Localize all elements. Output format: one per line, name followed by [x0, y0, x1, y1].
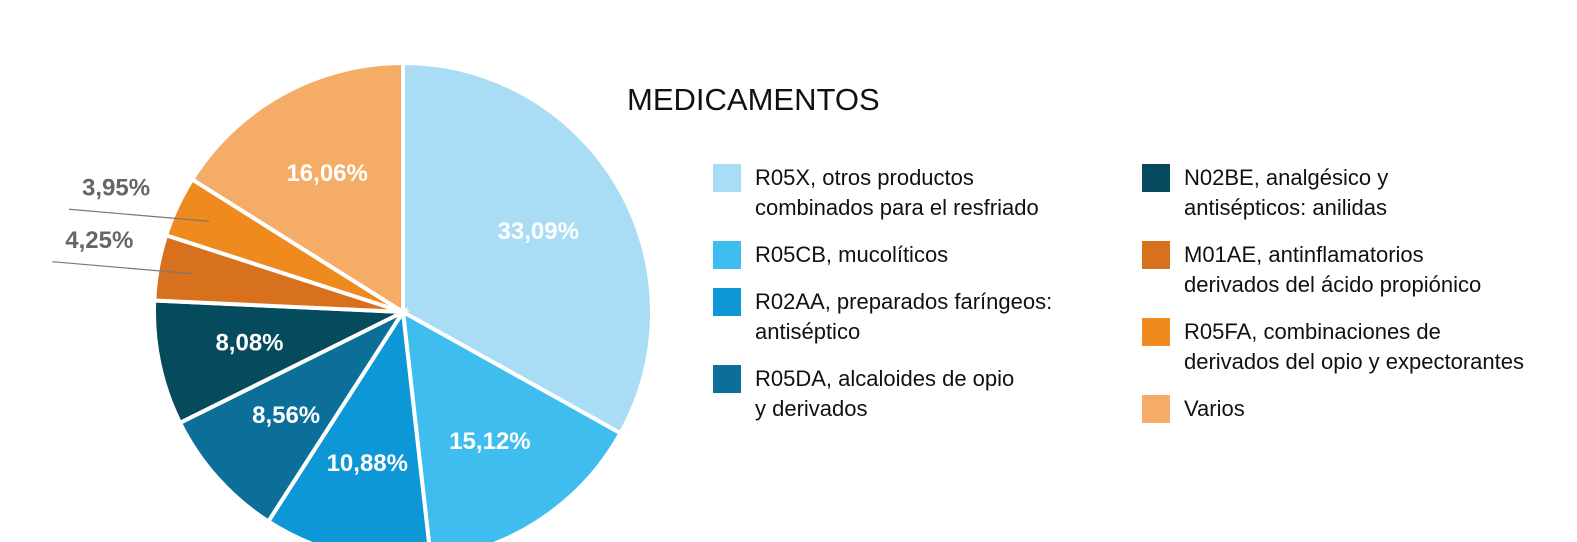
legend-item: R05X, otros productos combinados para el…	[713, 163, 1052, 223]
legend-swatch	[713, 164, 741, 192]
pie-slice	[152, 298, 411, 426]
legend-label: R05DA, alcaloides de opio y derivados	[755, 366, 1015, 421]
legend-item: N02BE, analgésico y antisépticos: anilid…	[1142, 163, 1524, 223]
leader-line	[52, 261, 193, 275]
legend-label: R02AA, preparados faríngeos: antiséptico	[755, 289, 1053, 344]
pie-slice	[177, 306, 409, 525]
data-label: 16,06%	[286, 160, 367, 187]
legend-label: N02BE, analgésico y antisépticos: anilid…	[1184, 165, 1389, 220]
data-label: 3,95%	[82, 175, 150, 202]
legend-item: Varios	[1142, 394, 1524, 424]
data-label: 33,09%	[498, 218, 579, 245]
legend-swatch	[1142, 395, 1170, 423]
data-label: 4,25%	[65, 227, 133, 254]
chart-title: MEDICAMENTOS	[627, 82, 880, 117]
legend-item: M01AE, antinflamatorios derivados del ác…	[1142, 240, 1524, 300]
legend-swatch	[1142, 164, 1170, 192]
legend-item: R05CB, mucolíticos	[713, 240, 1052, 270]
legend-item: R02AA, preparados faríngeos: antiséptico	[713, 287, 1052, 347]
legend-label: M01AE, antinflamatorios derivados del ác…	[1184, 242, 1482, 297]
legend-swatch	[713, 288, 741, 316]
legend-label: Varios	[1184, 396, 1245, 421]
pie-slice	[400, 308, 624, 542]
legend-column: R05X, otros productos combinados para el…	[713, 163, 1052, 424]
legend-column: N02BE, analgésico y antisépticos: anilid…	[1142, 163, 1524, 424]
pie-slice	[401, 60, 654, 436]
data-label: 10,88%	[327, 450, 408, 477]
legend-label: R05X, otros productos combinados para el…	[755, 165, 1039, 220]
pie-slice	[189, 60, 405, 316]
leader-line	[68, 208, 210, 222]
legend-swatch	[1142, 241, 1170, 269]
data-label: 15,12%	[449, 428, 530, 455]
legend-swatch	[1142, 318, 1170, 346]
legend-swatch	[713, 365, 741, 393]
legend-label: R05CB, mucolíticos	[755, 242, 949, 267]
legend-item: R05FA, combinaciones de derivados del op…	[1142, 317, 1524, 377]
pie-slice	[265, 306, 431, 542]
legend-swatch	[713, 241, 741, 269]
data-label: 8,08%	[215, 330, 283, 357]
data-label: 8,56%	[252, 402, 320, 429]
legend-label: R05FA, combinaciones de derivados del op…	[1184, 319, 1524, 374]
legend-item: R05DA, alcaloides de opio y derivados	[713, 364, 1052, 424]
